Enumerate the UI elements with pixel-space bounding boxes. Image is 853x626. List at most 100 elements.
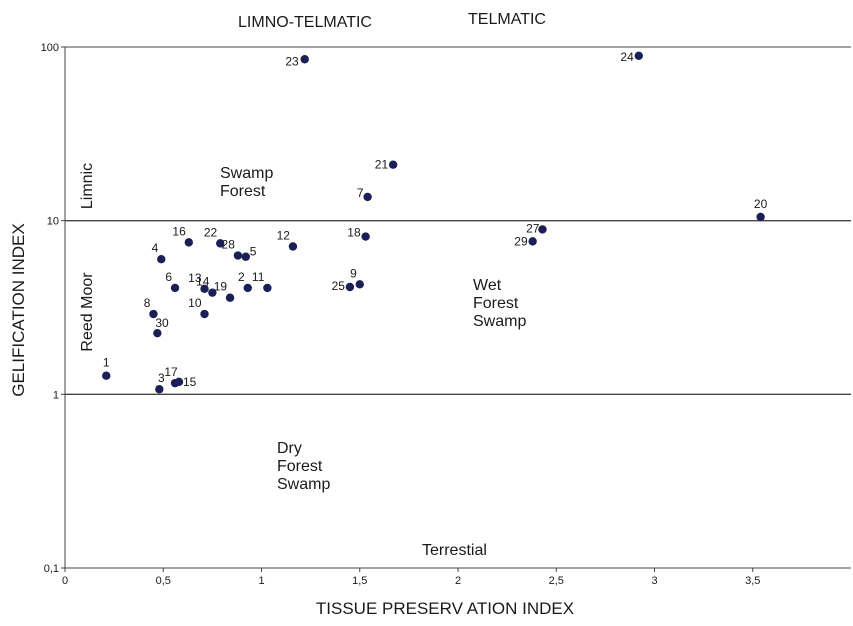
data-point-label: 5	[250, 245, 257, 259]
data-point-group: 5	[241, 245, 257, 261]
data-point-group: 9	[350, 266, 364, 289]
data-point	[288, 242, 298, 251]
region-label-line: Swamp	[277, 476, 330, 493]
data-point-label: 10	[188, 296, 202, 310]
data-point	[300, 55, 309, 64]
data-point-group: 27	[526, 221, 547, 235]
data-point-label: 24	[620, 50, 634, 64]
reference-lines	[65, 219, 851, 396]
data-point-group: 20	[754, 197, 768, 222]
region-label-wet: Wet Forest Swamp	[473, 277, 526, 330]
data-point-label: 21	[375, 158, 389, 172]
data-point-label: 15	[183, 375, 197, 389]
data-point-label: 23	[285, 54, 299, 68]
data-point	[149, 309, 158, 319]
data-point-group: 28	[222, 238, 243, 260]
region-label-line: Terrestial	[422, 542, 487, 559]
plot-frame	[64, 46, 851, 569]
data-point-group: 1	[102, 356, 111, 380]
data-point-group: 12	[277, 228, 298, 251]
data-point	[170, 378, 180, 388]
data-point-label: 6	[165, 270, 172, 284]
data-point	[184, 238, 193, 247]
data-point	[225, 293, 235, 302]
data-point-group: 8	[144, 296, 158, 319]
y-tick-label: 100	[41, 42, 59, 54]
data-point	[155, 385, 164, 394]
data-point-group: 29	[514, 234, 537, 248]
data-point	[208, 288, 217, 297]
data-point-group: 21	[375, 158, 398, 172]
x-tick-label: 1	[258, 575, 264, 587]
x-axis-title: TISSUE PRESERV ATION INDEX	[316, 599, 574, 618]
y-axis-ticks: 0,1 1 10 100	[41, 42, 65, 575]
data-point-label: 25	[332, 279, 346, 293]
data-point-label: 28	[222, 238, 236, 252]
data-point-label: 29	[514, 234, 528, 248]
data-point	[634, 51, 643, 60]
data-point-label: 11	[252, 270, 265, 284]
x-tick-label: 3,5	[745, 575, 760, 587]
data-point-group: 19	[214, 280, 235, 302]
region-label-terrestial: Terrestial	[422, 542, 487, 559]
data-point-label: 1	[103, 356, 110, 370]
region-label-line: Dry	[277, 440, 302, 457]
region-label-line: Forest	[473, 295, 519, 312]
region-label-reed: Reed Moor	[79, 272, 96, 352]
x-tick-label: 2,5	[549, 575, 564, 587]
data-point	[102, 371, 111, 380]
data-point	[388, 160, 398, 169]
data-point	[345, 282, 355, 292]
data-point-group: 4	[152, 241, 166, 264]
data-point	[153, 328, 162, 338]
data-point-label: 16	[172, 224, 186, 238]
top-label-limno-telmatic: LIMNO-TELMATIC	[238, 14, 372, 31]
data-point	[241, 252, 250, 261]
data-point-label: 3	[158, 371, 165, 385]
x-tick-label: 0	[62, 575, 68, 587]
data-point-label: 20	[754, 197, 768, 211]
data-point-label: 22	[204, 225, 218, 239]
data-point-label: 9	[350, 266, 357, 280]
region-label-line: Swamp	[473, 313, 526, 330]
data-point-group: 2	[238, 270, 252, 293]
region-label-dry: Dry Forest Swamp	[277, 440, 330, 493]
region-label-limnic: Limnic	[79, 163, 96, 209]
data-point-label: 14	[196, 275, 210, 289]
data-point-group: 23	[285, 54, 309, 68]
data-point	[538, 225, 547, 234]
data-point-group: 16	[172, 224, 193, 247]
data-point	[355, 280, 364, 289]
data-point	[216, 239, 225, 248]
data-point-label: 12	[277, 228, 291, 242]
data-point-label: 19	[214, 280, 228, 294]
data-point	[233, 251, 243, 260]
region-label-line: Wet	[473, 277, 502, 294]
data-point-label: 17	[164, 365, 178, 379]
x-tick-label: 1,5	[352, 575, 367, 587]
data-point	[263, 283, 272, 293]
data-point-group: 18	[347, 226, 370, 241]
data-point-group: 25	[332, 279, 355, 293]
data-point	[243, 283, 252, 293]
x-tick-label: 2	[455, 575, 461, 587]
data-point	[756, 212, 765, 222]
axis-titles: TISSUE PRESERV ATION INDEX GELIFICATION …	[9, 11, 574, 618]
data-point-group: 3	[155, 371, 165, 394]
data-point-label: 30	[155, 316, 169, 330]
data-point-group: 7	[357, 186, 372, 202]
data-point	[200, 284, 209, 294]
data-point	[200, 309, 209, 319]
data-point-group: 11	[252, 270, 272, 293]
data-point	[170, 283, 180, 293]
data-point	[528, 237, 537, 246]
x-tick-label: 0,5	[156, 575, 171, 587]
data-point	[361, 232, 370, 241]
data-point-group: 14	[196, 275, 217, 297]
region-label-line: Forest	[277, 458, 323, 475]
data-point-group: 13	[188, 271, 209, 294]
data-point-label: 4	[152, 241, 159, 255]
data-point-label: 13	[188, 271, 202, 285]
